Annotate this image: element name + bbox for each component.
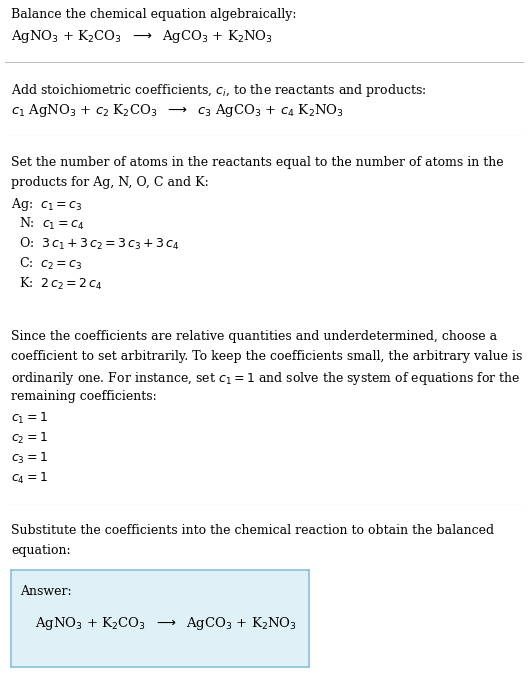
Text: $c_1$ AgNO$_3$ + $c_2$ K$_2$CO$_3$  $\longrightarrow$  $c_3$ AgCO$_3$ + $c_4$ K$: $c_1$ AgNO$_3$ + $c_2$ K$_2$CO$_3$ $\lon…: [11, 102, 344, 119]
Text: Ag:  $c_1 = c_3$: Ag: $c_1 = c_3$: [11, 196, 82, 213]
Text: AgNO$_3$ + K$_2$CO$_3$  $\longrightarrow$  AgCO$_3$ + K$_2$NO$_3$: AgNO$_3$ + K$_2$CO$_3$ $\longrightarrow$…: [35, 615, 297, 632]
Text: O:  $3\,c_1 + 3\,c_2 = 3\,c_3 + 3\,c_4$: O: $3\,c_1 + 3\,c_2 = 3\,c_3 + 3\,c_4$: [20, 236, 180, 252]
Text: $c_3 = 1$: $c_3 = 1$: [11, 451, 48, 466]
Text: coefficient to set arbitrarily. To keep the coefficients small, the arbitrary va: coefficient to set arbitrarily. To keep …: [11, 350, 523, 363]
Text: Since the coefficients are relative quantities and underdetermined, choose a: Since the coefficients are relative quan…: [11, 330, 497, 343]
Text: remaining coefficients:: remaining coefficients:: [11, 390, 157, 403]
Text: Answer:: Answer:: [20, 585, 72, 598]
Text: Balance the chemical equation algebraically:: Balance the chemical equation algebraica…: [11, 8, 297, 22]
Text: $c_2 = 1$: $c_2 = 1$: [11, 431, 48, 446]
Text: Set the number of atoms in the reactants equal to the number of atoms in the: Set the number of atoms in the reactants…: [11, 156, 504, 168]
Text: equation:: equation:: [11, 545, 71, 557]
Text: AgNO$_3$ + K$_2$CO$_3$  $\longrightarrow$  AgCO$_3$ + K$_2$NO$_3$: AgNO$_3$ + K$_2$CO$_3$ $\longrightarrow$…: [11, 28, 273, 45]
Text: products for Ag, N, O, C and K:: products for Ag, N, O, C and K:: [11, 176, 209, 189]
Text: N:  $c_1 = c_4$: N: $c_1 = c_4$: [20, 216, 84, 232]
Text: Add stoichiometric coefficients, $c_i$, to the reactants and products:: Add stoichiometric coefficients, $c_i$, …: [11, 82, 427, 99]
Text: C:  $c_2 = c_3$: C: $c_2 = c_3$: [20, 256, 83, 272]
Text: K:  $2\,c_2 = 2\,c_4$: K: $2\,c_2 = 2\,c_4$: [20, 276, 103, 293]
Text: Substitute the coefficients into the chemical reaction to obtain the balanced: Substitute the coefficients into the che…: [11, 524, 494, 537]
Text: ordinarily one. For instance, set $c_1 = 1$ and solve the system of equations fo: ordinarily one. For instance, set $c_1 =…: [11, 370, 521, 387]
Text: $c_4 = 1$: $c_4 = 1$: [11, 471, 48, 486]
Text: $c_1 = 1$: $c_1 = 1$: [11, 410, 48, 425]
